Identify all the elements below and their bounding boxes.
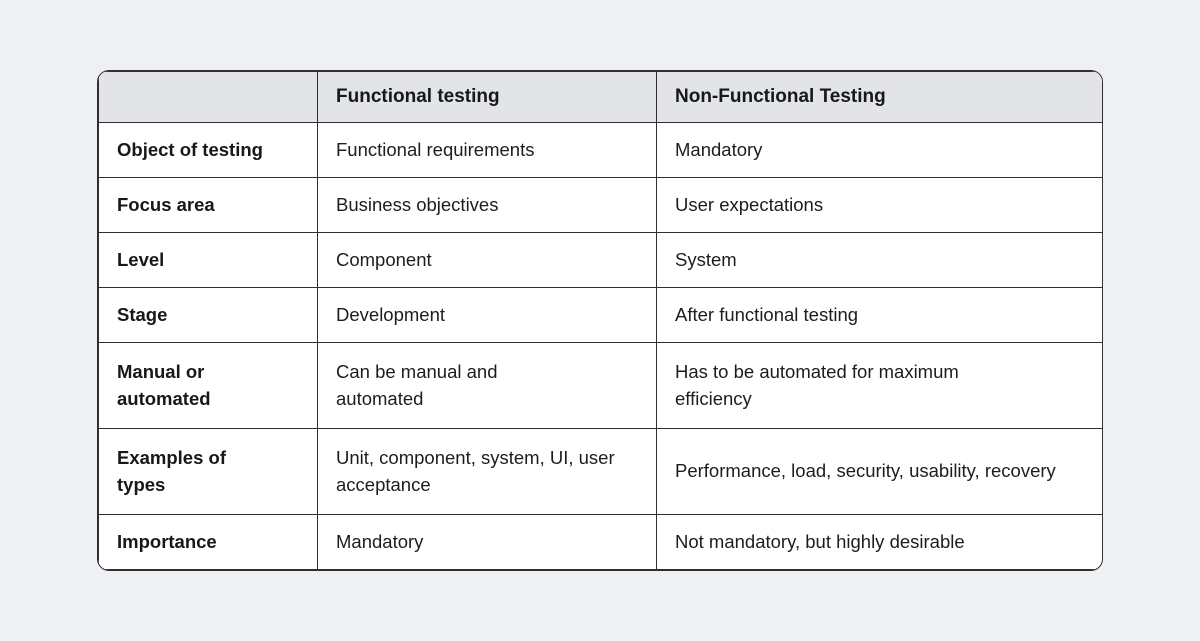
non-functional-cell-text: Mandatory <box>675 138 763 160</box>
row-label-text: Object of testing <box>117 138 263 160</box>
table-row: Level Component System <box>98 232 1102 288</box>
non-functional-cell: After functional testing <box>656 287 1102 343</box>
functional-cell: Mandatory <box>317 514 657 570</box>
row-label-text: Manual or automated <box>117 361 211 409</box>
table-row: Importance Mandatory Not mandatory, but … <box>98 514 1102 570</box>
functional-cell: Functional requirements <box>317 122 657 178</box>
functional-cell-text: Component <box>336 248 432 270</box>
functional-cell: Unit, component, system, UI, user accept… <box>317 428 657 515</box>
table-row: Examples of types Unit, component, syste… <box>98 428 1102 515</box>
non-functional-cell: System <box>656 232 1102 288</box>
non-functional-cell-text: After functional testing <box>675 303 859 325</box>
header-functional-testing: Functional testing <box>317 71 657 123</box>
non-functional-cell: Has to be automated for maximum efficien… <box>656 342 1102 429</box>
functional-cell-text: Functional requirements <box>336 138 535 160</box>
non-functional-cell-text: Has to be automated for maximum efficien… <box>675 361 959 409</box>
row-label-text: Focus area <box>117 193 215 215</box>
table-row: Object of testing Functional requirement… <box>98 122 1102 178</box>
functional-cell: Development <box>317 287 657 343</box>
row-label-cell: Manual or automated <box>98 342 318 429</box>
comparison-table-grid: Functional testing Non-Functional Testin… <box>98 71 1102 570</box>
row-label-cell: Importance <box>98 514 318 570</box>
functional-cell-text: Development <box>336 303 446 325</box>
row-label-cell: Focus area <box>98 177 318 233</box>
row-label-text: Importance <box>117 530 217 552</box>
non-functional-cell-text: Performance, load, security, usability, … <box>675 460 1056 482</box>
functional-cell-text: Business objectives <box>336 193 499 215</box>
row-label-text: Level <box>117 248 165 270</box>
row-label-cell: Stage <box>98 287 318 343</box>
functional-cell: Business objectives <box>317 177 657 233</box>
row-label-text: Examples of types <box>117 447 226 495</box>
row-label-text: Stage <box>117 303 168 325</box>
table-row: Manual or automated Can be manual and au… <box>98 342 1102 429</box>
header-empty-corner-cell <box>98 71 318 123</box>
non-functional-cell: Mandatory <box>656 122 1102 178</box>
table-header-row: Functional testing Non-Functional Testin… <box>98 71 1102 123</box>
table-row: Focus area Business objectives User expe… <box>98 177 1102 233</box>
functional-cell: Can be manual and automated <box>317 342 657 429</box>
header-non-functional-testing: Non-Functional Testing <box>656 71 1102 123</box>
row-label-cell: Level <box>98 232 318 288</box>
non-functional-cell-text: Not mandatory, but highly desirable <box>675 530 965 552</box>
functional-cell-text: Can be manual and automated <box>336 361 498 409</box>
non-functional-cell-text: System <box>675 248 737 270</box>
row-label-cell: Examples of types <box>98 428 318 515</box>
non-functional-cell: Not mandatory, but highly desirable <box>656 514 1102 570</box>
comparison-table: Functional testing Non-Functional Testin… <box>97 70 1103 571</box>
table-row: Stage Development After functional testi… <box>98 287 1102 343</box>
functional-cell-text: Unit, component, system, UI, user accept… <box>336 447 615 495</box>
non-functional-cell: Performance, load, security, usability, … <box>656 428 1102 515</box>
non-functional-cell: User expectations <box>656 177 1102 233</box>
non-functional-cell-text: User expectations <box>675 193 824 215</box>
functional-cell: Component <box>317 232 657 288</box>
functional-cell-text: Mandatory <box>336 530 424 552</box>
row-label-cell: Object of testing <box>98 122 318 178</box>
